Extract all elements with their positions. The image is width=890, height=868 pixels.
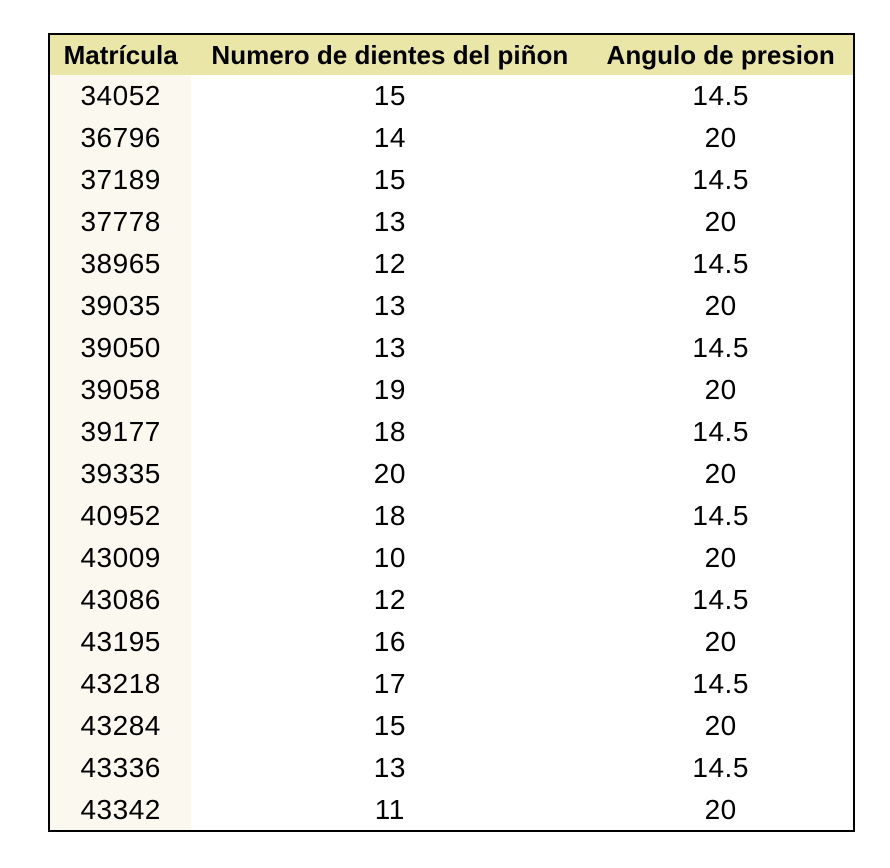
table-cell-matricula: 38965 — [49, 243, 192, 285]
table-row: 39058 19 20 — [49, 369, 854, 411]
table-cell-matricula: 43336 — [49, 747, 192, 789]
table-row: 43284 15 20 — [49, 705, 854, 747]
table-cell-angulo-presion: 20 — [588, 117, 854, 159]
table-cell-matricula: 39050 — [49, 327, 192, 369]
table-row: 37189 15 14.5 — [49, 159, 854, 201]
table-cell-angulo-presion: 14.5 — [588, 75, 854, 117]
table-cell-dientes-pinon: 18 — [191, 411, 589, 453]
table-cell-angulo-presion: 20 — [588, 201, 854, 243]
table-cell-dientes-pinon: 15 — [191, 75, 589, 117]
table-cell-matricula: 43218 — [49, 663, 192, 705]
table-row: 39050 13 14.5 — [49, 327, 854, 369]
table-cell-matricula: 37778 — [49, 201, 192, 243]
table-row: 43086 12 14.5 — [49, 579, 854, 621]
table-cell-angulo-presion: 14.5 — [588, 243, 854, 285]
table-row: 43218 17 14.5 — [49, 663, 854, 705]
table-cell-angulo-presion: 14.5 — [588, 579, 854, 621]
table-row: 34052 15 14.5 — [49, 75, 854, 117]
table-cell-dientes-pinon: 20 — [191, 453, 589, 495]
table-cell-dientes-pinon: 15 — [191, 159, 589, 201]
table-row: 38965 12 14.5 — [49, 243, 854, 285]
table-cell-dientes-pinon: 12 — [191, 243, 589, 285]
table-cell-dientes-pinon: 18 — [191, 495, 589, 537]
table-cell-dientes-pinon: 13 — [191, 327, 589, 369]
table-cell-angulo-presion: 20 — [588, 621, 854, 663]
table-cell-angulo-presion: 20 — [588, 369, 854, 411]
table-header: Matrícula Numero de dientes del piñon Angu… — [49, 34, 854, 75]
table-cell-dientes-pinon: 14 — [191, 117, 589, 159]
table-row: 43009 10 20 — [49, 537, 854, 579]
table-cell-dientes-pinon: 15 — [191, 705, 589, 747]
table-cell-dientes-pinon: 13 — [191, 285, 589, 327]
table-cell-dientes-pinon: 10 — [191, 537, 589, 579]
column-header-angulo-presion: Angulo de presion — [588, 34, 854, 75]
table-cell-matricula: 34052 — [49, 75, 192, 117]
table-header-row: Matrícula Numero de dientes del piñon Angu… — [49, 34, 854, 75]
table-cell-dientes-pinon: 13 — [191, 747, 589, 789]
table-cell-matricula: 43009 — [49, 537, 192, 579]
table-cell-matricula: 40952 — [49, 495, 192, 537]
data-table: Matrícula Numero de dientes del piñon Angu… — [48, 33, 855, 832]
column-header-dientes-pinon: Numero de dientes del piñon — [191, 34, 589, 75]
table-cell-matricula: 36796 — [49, 117, 192, 159]
column-header-matricula: Matrícula — [49, 34, 192, 75]
table-row: 43195 16 20 — [49, 621, 854, 663]
table-cell-matricula: 43284 — [49, 705, 192, 747]
table-cell-matricula: 37189 — [49, 159, 192, 201]
table-cell-angulo-presion: 14.5 — [588, 327, 854, 369]
table-cell-matricula: 39035 — [49, 285, 192, 327]
table-row: 39177 18 14.5 — [49, 411, 854, 453]
table-cell-angulo-presion: 14.5 — [588, 411, 854, 453]
table-cell-matricula: 43086 — [49, 579, 192, 621]
table-cell-angulo-presion: 14.5 — [588, 663, 854, 705]
table-cell-dientes-pinon: 11 — [191, 789, 589, 831]
table-cell-matricula: 39058 — [49, 369, 192, 411]
table-cell-matricula: 39177 — [49, 411, 192, 453]
table-cell-matricula: 39335 — [49, 453, 192, 495]
table-cell-matricula: 43342 — [49, 789, 192, 831]
table-cell-matricula: 43195 — [49, 621, 192, 663]
table-cell-angulo-presion: 20 — [588, 285, 854, 327]
table-cell-dientes-pinon: 16 — [191, 621, 589, 663]
table-row: 37778 13 20 — [49, 201, 854, 243]
table-row: 43342 11 20 — [49, 789, 854, 831]
table-cell-dientes-pinon: 12 — [191, 579, 589, 621]
table-wrapper: Matrícula Numero de dientes del piñon Angu… — [48, 33, 855, 832]
table-cell-angulo-presion: 14.5 — [588, 495, 854, 537]
table-cell-dientes-pinon: 17 — [191, 663, 589, 705]
table-cell-angulo-presion: 20 — [588, 789, 854, 831]
table-row: 39335 20 20 — [49, 453, 854, 495]
table-cell-dientes-pinon: 13 — [191, 201, 589, 243]
table-cell-angulo-presion: 20 — [588, 537, 854, 579]
table-row: 36796 14 20 — [49, 117, 854, 159]
table-row: 43336 13 14.5 — [49, 747, 854, 789]
table-cell-angulo-presion: 20 — [588, 453, 854, 495]
table-cell-dientes-pinon: 19 — [191, 369, 589, 411]
table-row: 40952 18 14.5 — [49, 495, 854, 537]
table-body: 34052 15 14.5 36796 14 20 37189 15 14.5 37778 13 20… — [49, 75, 854, 831]
table-row: 39035 13 20 — [49, 285, 854, 327]
table-cell-angulo-presion: 14.5 — [588, 747, 854, 789]
table-cell-angulo-presion: 20 — [588, 705, 854, 747]
table-cell-angulo-presion: 14.5 — [588, 159, 854, 201]
